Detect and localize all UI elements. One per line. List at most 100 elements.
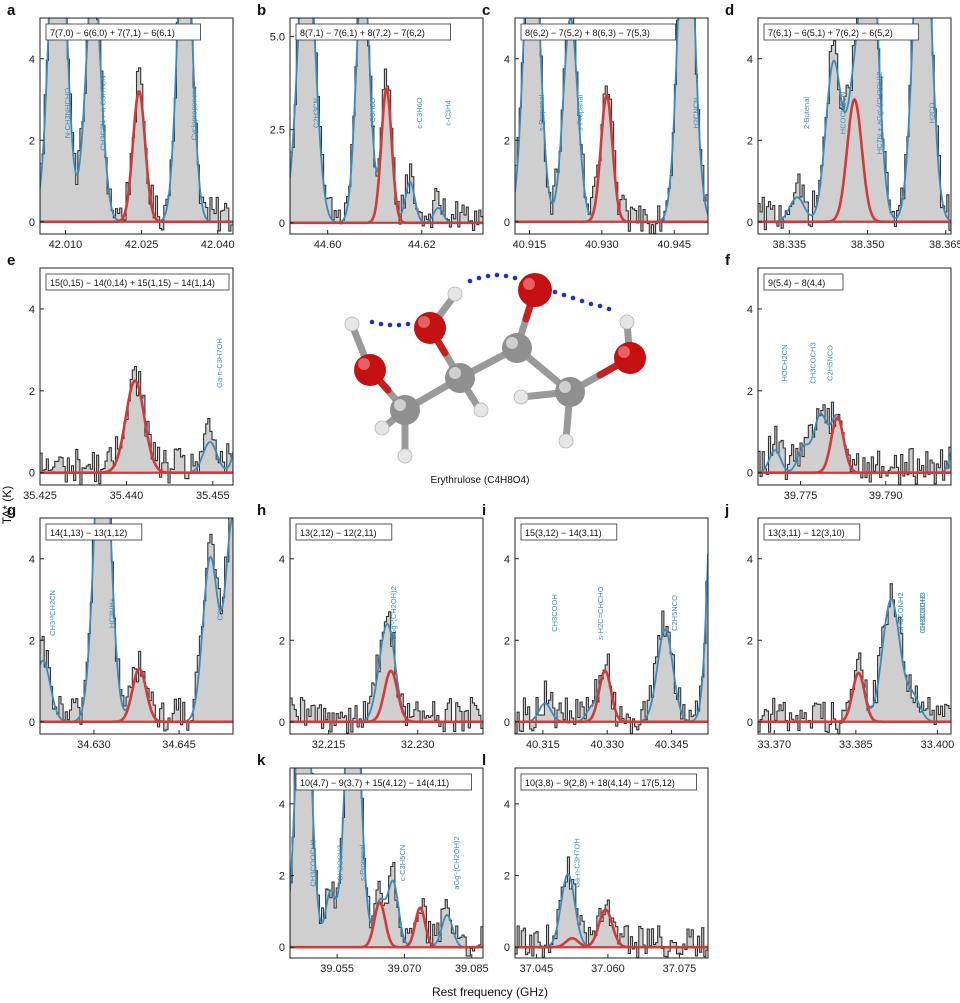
- panel-frame: [514, 767, 709, 959]
- y-tick-label: 2: [279, 635, 285, 647]
- panel-l: 0 2 4 37.045 37.060 37.075 l 10(3,8) − 9(2,8) +…: [482, 752, 709, 975]
- x-tick-label: 39.085: [455, 963, 489, 975]
- y-tick-label: 0: [504, 217, 510, 229]
- x-tick-label: 42.040: [201, 239, 235, 251]
- transition-label-box: [520, 523, 618, 541]
- total-model-curve: [758, 18, 951, 223]
- plot-area: [515, 553, 708, 734]
- species-label: CH3¹³CH2CN: [48, 590, 57, 636]
- x-tick-label: 32.215: [312, 739, 346, 751]
- x-tick-label: 33.385: [839, 739, 873, 751]
- panel-f: 0 2 4 39.775 39.790 f 9(5,4) − 8(4,4) HOCH2CN CH…: [725, 252, 952, 502]
- panel-d: 0 2 4 38.335 38.350 38.365 d 7(6,1) − 6(5,1) + …: [725, 2, 960, 251]
- molecule-caption: Erythrulose (C4H8O4): [431, 475, 530, 486]
- transition-label-box: [763, 23, 920, 41]
- x-tick-label: 40.345: [655, 739, 689, 751]
- panel-g: 0 2 4 34.630 34.645 g 14(1,13) − 13(1,12) CH3¹³…: [7, 502, 234, 751]
- plot-area: [758, 583, 951, 734]
- species-label: C8H: [215, 605, 224, 620]
- plot-area: [40, 365, 233, 485]
- y-tick-label: 0: [504, 717, 510, 729]
- plot-area: [515, 856, 708, 958]
- y-tick-label: 4: [29, 554, 35, 566]
- y-tick-label: 2: [29, 386, 35, 398]
- species-label: c-C3H6O: [415, 97, 424, 128]
- y-tick-label: 0: [279, 942, 285, 954]
- species-label: Ga-n-C3H7OH: [215, 338, 224, 388]
- y-tick-label: 2: [29, 635, 35, 647]
- transition-label-box: [520, 773, 698, 791]
- panel-frame: [39, 17, 234, 235]
- species-label: HCOCH2CN: [839, 92, 848, 135]
- observed-spectrum: [515, 856, 708, 958]
- y-tick-label: 2.5: [270, 125, 285, 137]
- oxygen-atoms: [354, 273, 646, 386]
- panel-i: 0 2 4 40.315 40.330 40.345 i 15(3,12) − 14(3,11…: [482, 502, 709, 751]
- y-tick-label: 4: [504, 54, 510, 66]
- x-tick-label: 38.350: [851, 239, 885, 251]
- x-tick-label: 34.645: [162, 739, 196, 751]
- species-label: c-C3H5CN: [398, 845, 407, 881]
- panel-letter: a: [7, 2, 16, 19]
- y-tick-label: 2: [504, 871, 510, 883]
- panel-letter: g: [7, 502, 16, 519]
- transition-label-box: [520, 23, 677, 41]
- species-label: HOCH2CN: [780, 344, 789, 381]
- x-tick-label: 34.630: [77, 739, 111, 751]
- x-tick-label: 40.945: [657, 239, 691, 251]
- transition-label: 8(7,1) − 7(6,1) + 8(7,2) − 7(6,2): [300, 28, 425, 38]
- x-tick-label: 37.060: [591, 963, 625, 975]
- transition-label-box: [295, 523, 393, 541]
- species-label: CH3COCH3: [918, 592, 927, 633]
- panel-k: 0 2 4 39.055 39.070 39.085 k 10(4,7) − 9(3,7) +…: [257, 752, 489, 975]
- y-tick-label: 0: [29, 217, 35, 229]
- plot-area: [290, 768, 483, 957]
- x-axis-label: Rest frequency (GHz): [432, 985, 548, 999]
- x-tick-label: 44.60: [314, 239, 342, 251]
- x-tick-label: 42.010: [49, 239, 83, 251]
- transition-label: 13(3,11) − 12(3,10): [768, 528, 845, 538]
- panel-frame: [757, 267, 952, 486]
- plot-area: [290, 611, 483, 734]
- transition-label: 9(5,4) − 8(4,4): [768, 278, 825, 288]
- transition-label: 7(7,0) − 6(6,0) + 7(7,1) − 6(6,1): [50, 28, 175, 38]
- transition-label-box: [45, 23, 202, 41]
- species-label: HC3NH+: [107, 597, 116, 628]
- species-label: C2H3CN: [312, 98, 321, 128]
- erythrulose-molecule-model: [344, 272, 646, 464]
- transition-label-box: [763, 273, 844, 291]
- x-tick-label: 38.335: [772, 239, 806, 251]
- y-tick-label: 2: [747, 635, 753, 647]
- species-label: CH3COOCH3: [309, 839, 318, 886]
- plot-area: [40, 518, 233, 732]
- transition-label: 10(4,7) − 9(3,7) + 15(4,12) − 14(4,11): [300, 778, 449, 788]
- x-tick-label: 40.930: [585, 239, 619, 251]
- x-tick-label: 42.025: [125, 239, 159, 251]
- x-tick-label: 39.055: [320, 963, 354, 975]
- y-tick-label: 0: [747, 468, 753, 480]
- y-tick-label: 2: [504, 135, 510, 147]
- y-tick-label: 4: [747, 554, 753, 566]
- panel-frame: [514, 17, 709, 235]
- x-tick-label: 44.62: [408, 239, 436, 251]
- species-label: CH3COCH3: [808, 342, 817, 383]
- y-tick-label: 4: [279, 554, 285, 566]
- x-tick-label: 37.075: [663, 963, 697, 975]
- transition-label: 15(3,12) − 14(3,11): [525, 528, 602, 538]
- x-tick-label: 39.070: [388, 963, 422, 975]
- y-tick-label: 4: [29, 304, 35, 316]
- y-tick-label: 0: [279, 218, 285, 230]
- carbon-atoms: [390, 333, 585, 425]
- transition-label: 7(6,1) − 6(5,1) + 7(6,2) − 6(5,2): [768, 28, 893, 38]
- x-tick-label: 37.045: [520, 963, 554, 975]
- species-label: CH3C3N + n-C3H7CN: [98, 75, 107, 150]
- y-tick-label: 0: [747, 217, 753, 229]
- panel-letter: b: [257, 2, 266, 19]
- species-label: s-H2C=CHCHO: [596, 586, 605, 639]
- observed-spectrum: [290, 768, 483, 957]
- transition-label: 15(0,15) − 14(0,14) + 15(1,15) − 14(1,14…: [50, 278, 215, 288]
- species-label: CH3OCH3: [918, 595, 927, 631]
- species-label: aGg′-(CH2OH)2: [389, 586, 398, 640]
- y-tick-label: 0: [747, 717, 753, 729]
